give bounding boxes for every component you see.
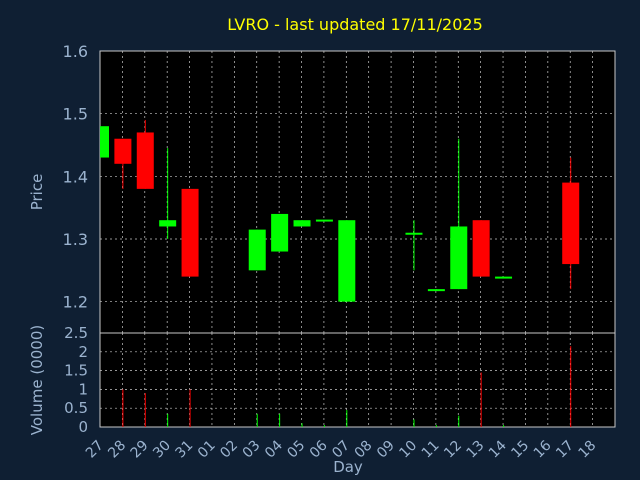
- candle-body: [495, 276, 513, 279]
- volume-tick-label: 0.5: [64, 399, 88, 417]
- volume-tick-label: 1.5: [64, 362, 88, 380]
- x-tick-label: 14: [486, 437, 510, 461]
- x-tick-label: 03: [240, 438, 264, 462]
- candle-body: [136, 132, 154, 189]
- candle-body: [248, 229, 266, 271]
- volume-tick-label: 2: [78, 343, 88, 361]
- candles: [100, 119, 580, 302]
- candle-body: [293, 220, 311, 227]
- volume-tick-label: 1: [78, 380, 88, 398]
- candle-body: [159, 220, 177, 227]
- price-tick-label: 1.5: [63, 105, 88, 124]
- x-tick-label: 17: [553, 438, 577, 462]
- candle-body: [271, 213, 289, 252]
- x-tick-label: 11: [419, 438, 443, 462]
- volume-axis: 2.521.510.50: [64, 324, 88, 436]
- volume-tick-label: 0: [78, 418, 88, 436]
- volume-axis-label: Volume (0000): [28, 325, 46, 435]
- x-tick-label: 30: [150, 438, 174, 462]
- price-tick-label: 1.2: [63, 293, 88, 312]
- x-tick-label: 12: [441, 438, 465, 462]
- price-axis: 1.6 1.5 1.4 1.3 1.2: [63, 42, 88, 312]
- x-tick-label: 15: [508, 438, 532, 462]
- candle-body: [181, 188, 199, 277]
- x-tick-label: 04: [262, 437, 286, 461]
- x-tick-label: 31: [172, 438, 196, 462]
- candle-body: [338, 220, 356, 302]
- candle-body: [315, 219, 333, 222]
- price-tick-label: 1.3: [63, 230, 88, 249]
- x-axis-label: Day: [333, 458, 363, 476]
- x-tick-label: 01: [195, 438, 219, 462]
- price-tick-label: 1.6: [63, 42, 88, 61]
- candle-body: [405, 232, 423, 235]
- x-tick-label: 16: [531, 437, 555, 461]
- x-tick-label: 18: [576, 438, 600, 462]
- x-tick-label: 29: [128, 438, 152, 462]
- price-panel: [99, 50, 616, 334]
- x-tick-label: 13: [464, 438, 488, 462]
- price-tick-label: 1.4: [63, 167, 88, 186]
- volume-bars: [122, 346, 572, 427]
- candle-body: [450, 226, 468, 290]
- candle-body: [114, 138, 132, 164]
- volume-panel: [99, 332, 616, 428]
- x-tick-label: 10: [396, 438, 420, 462]
- candle-body: [472, 220, 490, 277]
- x-tick-label: 02: [217, 438, 241, 462]
- chart-title: LVRO - last updated 17/11/2025: [227, 15, 483, 34]
- x-tick-label: 06: [307, 437, 331, 461]
- x-tick-label: 05: [284, 438, 308, 462]
- x-tick-label: 09: [374, 438, 398, 462]
- candle-body: [562, 182, 580, 265]
- x-tick-label: 27: [83, 438, 107, 462]
- volume-tick-label: 2.5: [64, 324, 88, 342]
- x-tick-label: 28: [105, 438, 129, 462]
- price-axis-label: Price: [28, 174, 46, 211]
- candle-body: [101, 126, 109, 158]
- candle-body: [427, 289, 445, 292]
